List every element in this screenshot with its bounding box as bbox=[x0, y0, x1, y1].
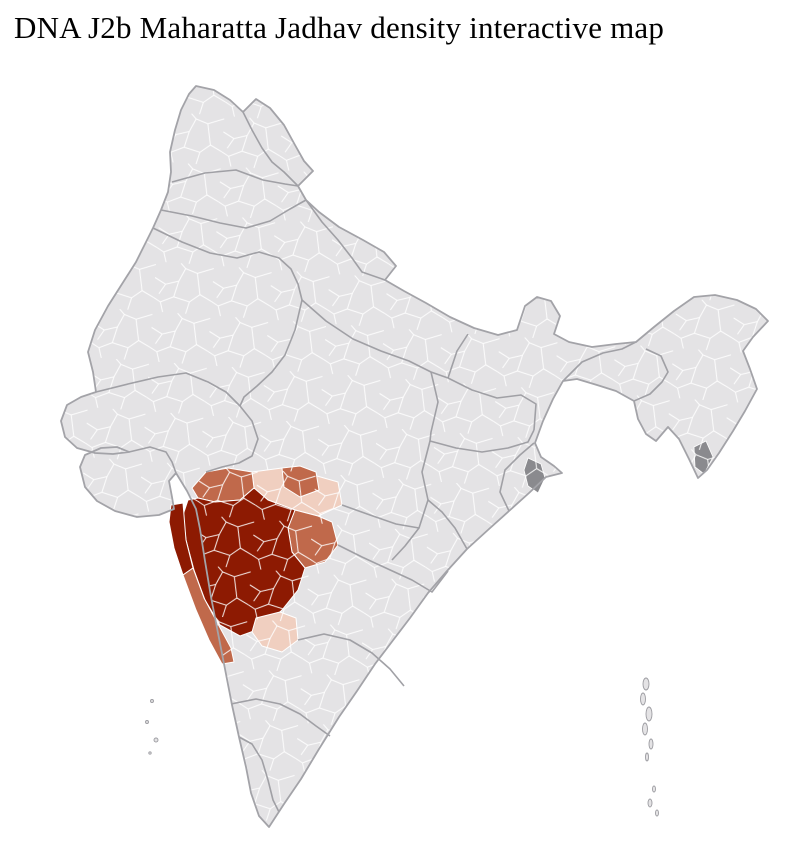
state-borders bbox=[95, 111, 669, 813]
andaman-nicobar-islands bbox=[640, 677, 659, 817]
page-title: DNA J2b Maharatta Jadhav density interac… bbox=[14, 10, 665, 45]
lakshadweep-islands bbox=[145, 699, 159, 755]
district-borders-texture bbox=[61, 86, 768, 827]
india-outer-border bbox=[60, 85, 769, 828]
